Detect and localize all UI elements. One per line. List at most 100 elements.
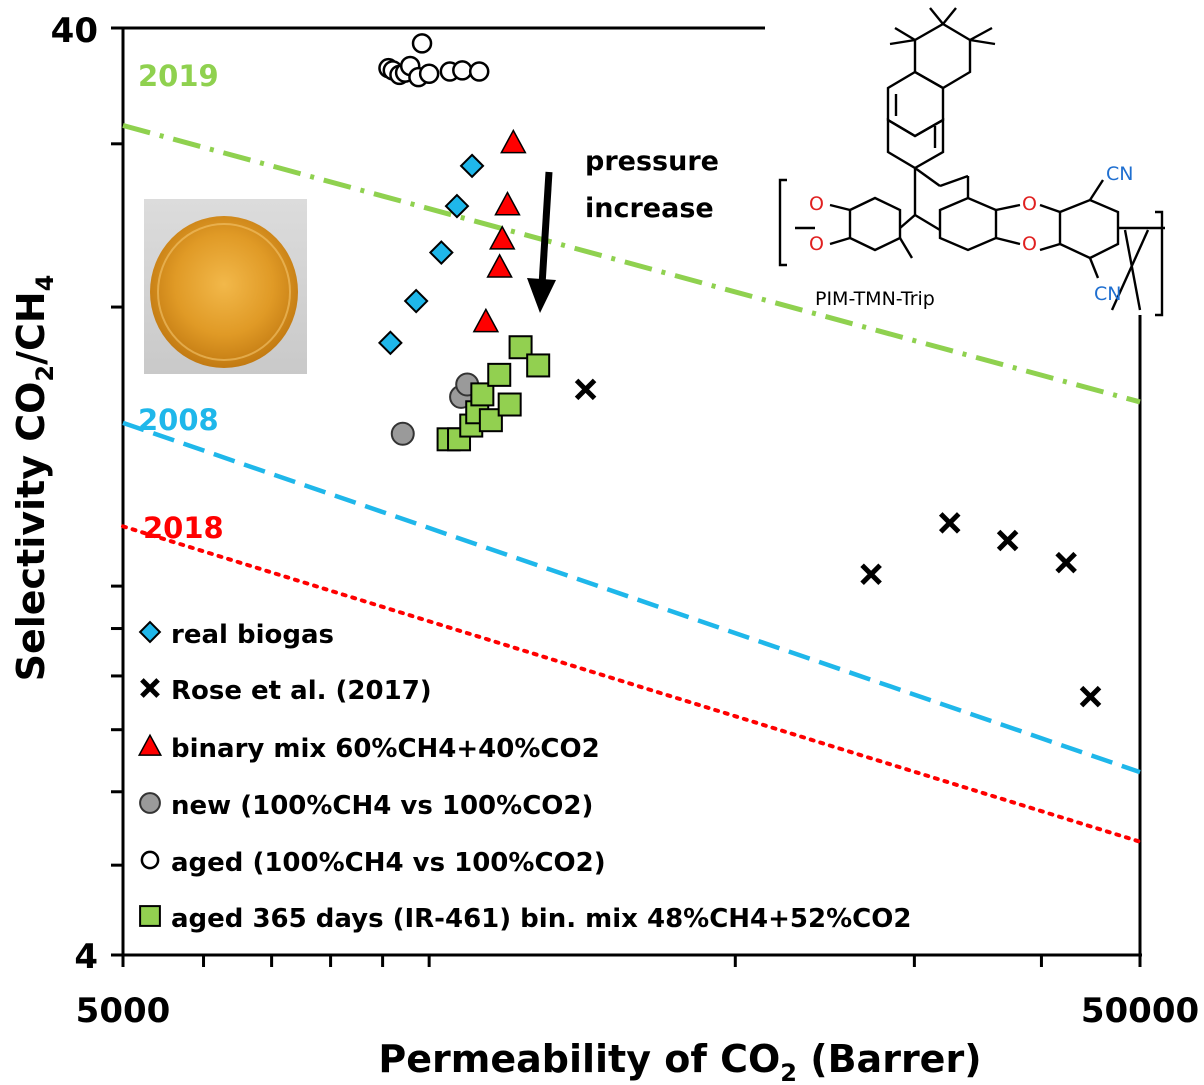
structure-bond xyxy=(914,167,941,187)
data-point xyxy=(418,63,440,85)
bound-label-2018: 2018 xyxy=(143,511,224,545)
data-point xyxy=(860,563,882,585)
data-point xyxy=(1079,685,1102,708)
legend-marker-stroke xyxy=(140,678,160,698)
structure-bond xyxy=(969,38,996,46)
membrane-film xyxy=(150,216,298,368)
structure-bond xyxy=(894,26,916,42)
data-point xyxy=(444,193,470,219)
data-point-stroke xyxy=(1079,685,1102,708)
bound-label-2008: 2008 xyxy=(138,403,219,437)
bound-line-2008 xyxy=(122,420,1141,775)
annotation-line1: pressure xyxy=(585,146,719,177)
structure-bond xyxy=(899,214,916,229)
data-point-stroke xyxy=(1055,551,1077,574)
structure-bond xyxy=(1088,257,1100,279)
y-tick-label-bottom: 4 xyxy=(74,937,98,977)
structure-labels: O O O O CN CN PIM-TMN-Trip xyxy=(809,163,1133,310)
x-tick-label-right: 50000 xyxy=(1081,991,1199,1031)
data-point xyxy=(526,353,551,378)
structure-atom-o: O xyxy=(809,233,824,255)
structure-bond xyxy=(995,236,1021,246)
legend-item: real biogas xyxy=(138,620,334,650)
pressure-arrow-head xyxy=(527,278,556,313)
data-point xyxy=(487,362,512,387)
structure-bond xyxy=(1110,229,1150,311)
data-point xyxy=(459,153,485,179)
pressure-arrow-shaft xyxy=(538,171,553,286)
data-point xyxy=(938,512,961,534)
structure-bond xyxy=(1123,229,1142,311)
legend-label: aged 365 days (IR-461) bin. mix 48%CH4+5… xyxy=(171,904,911,934)
legend-marker xyxy=(140,850,160,870)
legend-marker xyxy=(137,733,163,756)
data-point xyxy=(403,288,429,314)
structure-ring-aromatic-2 xyxy=(886,117,945,170)
legend-label: new (100%CH4 vs 100%CO2) xyxy=(171,791,593,821)
legend-label: aged (100%CH4 vs 100%CO2) xyxy=(171,848,606,878)
bound-line-2019 xyxy=(122,123,1141,405)
structure-atom-o: O xyxy=(809,193,824,215)
data-point xyxy=(390,421,415,446)
data-point-stroke xyxy=(996,529,1019,552)
structure-bond xyxy=(942,7,957,25)
series-0-points xyxy=(377,153,485,356)
annotation-line2: increase xyxy=(585,193,714,224)
structure-bond xyxy=(898,237,914,259)
data-point xyxy=(377,330,403,356)
legend-label: real biogas xyxy=(171,620,334,650)
legend: real biogas Rose et al. (2017) binary mix … xyxy=(137,620,911,934)
data-point xyxy=(470,382,495,407)
chemical-structure xyxy=(778,7,1165,317)
legend-item: binary mix 60%CH4+40%CO2 xyxy=(137,733,600,764)
legend-marker xyxy=(139,905,161,927)
legend-item: aged (100%CH4 vs 100%CO2) xyxy=(140,848,606,878)
x-tick-label-left: 5000 xyxy=(76,991,171,1031)
series-1-points xyxy=(574,378,1102,708)
y-axis-ticks xyxy=(111,26,123,957)
legend-label: binary mix 60%CH4+40%CO2 xyxy=(171,734,600,764)
structure-name: PIM-TMN-Trip xyxy=(815,288,935,310)
bound-label-2019: 2019 xyxy=(138,59,219,93)
structure-bond xyxy=(829,203,851,212)
structure-bond xyxy=(914,213,941,232)
data-point xyxy=(996,529,1019,552)
series-5-points xyxy=(436,335,551,452)
structure-atom-o: O xyxy=(1022,233,1037,255)
structure-bond xyxy=(995,203,1021,212)
structure-ring-top xyxy=(913,22,972,90)
y-axis-title: Selectivity CO2/CH4 xyxy=(9,275,59,682)
upper-bound-lines xyxy=(121,123,1142,844)
x-axis-title: Permeability of CO2 (Barrer) xyxy=(378,1037,981,1085)
legend-marker xyxy=(139,792,161,814)
data-point xyxy=(508,335,533,360)
data-point xyxy=(488,225,516,250)
structure-group-cn: CN xyxy=(1106,163,1133,185)
bound-line-2018 xyxy=(121,524,1142,844)
structure-bond xyxy=(1039,242,1061,252)
data-point xyxy=(452,60,473,81)
data-points xyxy=(377,33,1102,708)
structure-group-cn: CN xyxy=(1094,283,1121,305)
membrane-film-rim xyxy=(157,223,291,361)
structure-bond xyxy=(929,7,944,25)
data-point xyxy=(500,128,527,154)
structure-bracket-right xyxy=(1155,210,1164,317)
structure-bond xyxy=(889,38,916,46)
structure-bracket-left xyxy=(778,178,787,267)
series-4-points xyxy=(378,33,490,88)
x-axis-ticks xyxy=(121,955,1142,967)
structure-bond xyxy=(1088,179,1105,201)
series-2-points xyxy=(472,128,527,333)
structure-ring-cyano xyxy=(1058,198,1120,260)
structure-atom-o: O xyxy=(1022,193,1037,215)
data-point-stroke xyxy=(860,563,882,585)
legend-marker xyxy=(140,678,160,698)
data-point xyxy=(472,307,500,333)
structure-bond xyxy=(1039,203,1061,214)
data-point-stroke xyxy=(938,512,961,534)
data-point xyxy=(497,392,522,417)
legend-item: aged 365 days (IR-461) bin. mix 48%CH4+5… xyxy=(139,904,911,934)
legend-label: Rose et al. (2017) xyxy=(171,676,432,706)
